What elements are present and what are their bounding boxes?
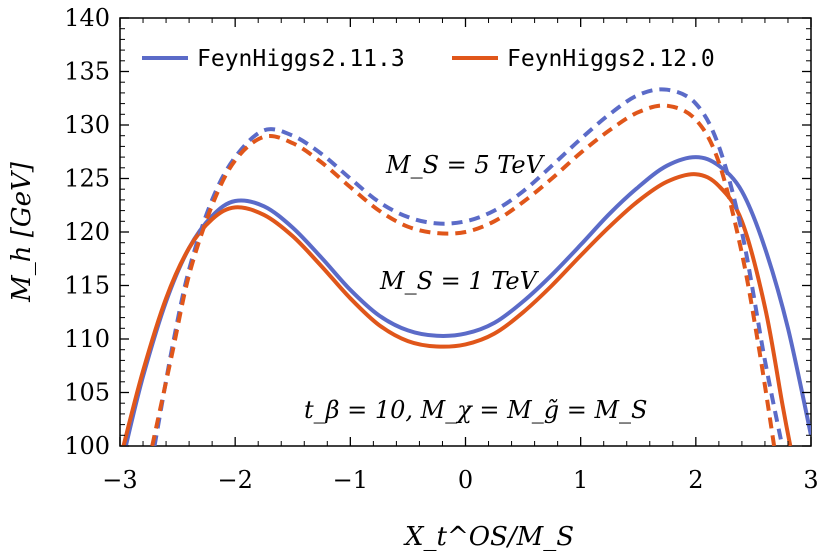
x-tick-label: 3 [803, 466, 818, 494]
x-tick-label: 1 [573, 466, 588, 494]
x-tick-labels: −3 −2 −1 0 1 2 3 [102, 466, 818, 494]
y-tick-label: 100 [64, 432, 110, 460]
curves [121, 87, 811, 446]
y-tick-labels: 100 105 110 115 120 125 130 135 140 [64, 4, 110, 460]
y-axis-title: M_h [GeV] [7, 161, 37, 303]
y-tick-label: 105 [64, 379, 110, 407]
x-tick-label: 2 [688, 466, 703, 494]
y-tick-label: 135 [64, 58, 110, 86]
annotation-parameters: t_β = 10, M_χ = M_g̃ = M_S [304, 396, 648, 424]
x-tick-label: −1 [333, 466, 368, 494]
legend-label-1: FeynHiggs2.11.3 [197, 46, 405, 72]
y-tick-label: 115 [64, 272, 110, 300]
annotation-ms-1tev: M_S = 1 TeV [379, 267, 540, 295]
y-tick-label: 140 [64, 4, 110, 32]
legend: FeynHiggs2.11.3 FeynHiggs2.12.0 [142, 46, 715, 72]
x-tick-label: 0 [458, 466, 473, 494]
series-line-4-dashed [150, 103, 777, 446]
annotation-ms-5tev: M_S = 5 TeV [385, 151, 546, 179]
x-tick-label: −2 [217, 466, 252, 494]
series-line-1-solid [123, 155, 811, 446]
y-tick-label: 110 [64, 325, 110, 353]
series-line-2-solid [121, 172, 793, 446]
plot-area [119, 17, 812, 447]
x-tick-label: −3 [102, 466, 137, 494]
y-tick-label: 120 [64, 218, 110, 246]
ticks [119, 17, 812, 447]
x-axis-title: X_t^OS/M_S [403, 522, 574, 552]
y-tick-label: 130 [64, 111, 110, 139]
y-tick-label: 125 [64, 165, 110, 193]
legend-label-2: FeynHiggs2.12.0 [507, 46, 715, 72]
